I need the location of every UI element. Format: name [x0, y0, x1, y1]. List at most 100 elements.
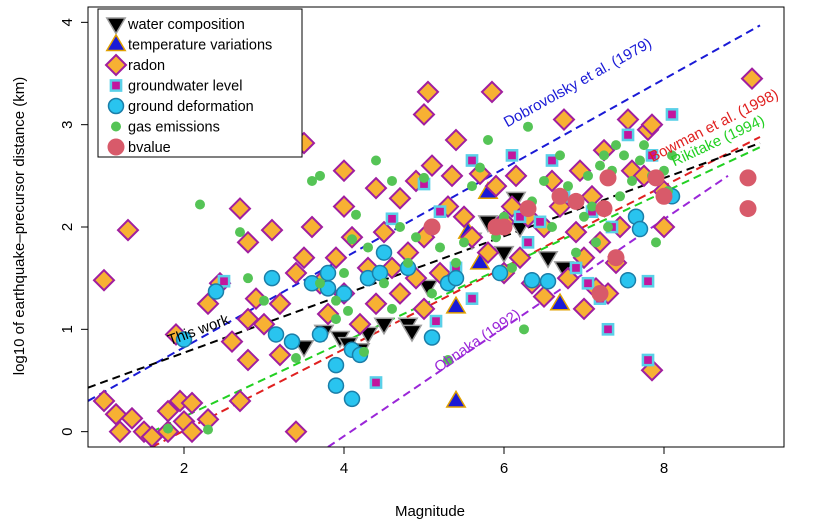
point-groundwater-level	[641, 274, 655, 288]
point-groundwater-level	[641, 353, 655, 367]
point-radon	[292, 246, 316, 270]
point-radon	[616, 108, 640, 131]
point-radon	[236, 348, 260, 372]
point-ground-deformation	[631, 220, 649, 238]
legend-item-bvalue: bvalue	[107, 138, 171, 156]
point-radon	[412, 103, 436, 126]
point-radon	[532, 285, 556, 308]
y-tick-label: 1	[59, 325, 76, 333]
fit-line-bowman-et-al-1998	[151, 136, 761, 447]
y-axis: 0 1 2 3 4	[59, 18, 88, 436]
point-temperature-variations	[445, 295, 467, 314]
point-water-composition	[417, 279, 439, 298]
point-radon	[504, 164, 528, 188]
point-temperature-variations	[549, 292, 571, 311]
legend-item-temperature-variations: temperature variations	[105, 33, 272, 54]
legend-marker-temperature-variations	[105, 33, 127, 52]
point-gas-emissions	[667, 150, 677, 161]
x-tick-label: 4	[340, 460, 348, 477]
point-gas-emissions	[611, 140, 621, 151]
point-ground-deformation	[319, 264, 337, 282]
point-gas-emissions	[419, 172, 429, 183]
point-radon	[468, 162, 492, 186]
legend-label-bvalue: bvalue	[128, 140, 171, 156]
point-bvalue	[599, 169, 617, 187]
point-groundwater-level	[217, 274, 231, 288]
point-ground-deformation	[327, 356, 345, 374]
point-radon	[180, 420, 204, 444]
y-tick-label: 0	[59, 427, 76, 435]
point-gas-emissions	[359, 346, 369, 357]
point-gas-emissions	[519, 324, 529, 335]
point-ground-deformation	[267, 326, 285, 343]
line-label-ohnaka-1992: Ohnaka (1992)	[431, 306, 523, 376]
point-gas-emissions	[203, 424, 213, 435]
point-ground-deformation	[423, 329, 441, 346]
x-tick-label: 2	[180, 460, 188, 477]
point-radon	[228, 389, 252, 413]
point-ground-deformation	[283, 333, 301, 350]
point-radon	[552, 108, 576, 131]
point-gas-emissions	[339, 268, 349, 279]
point-gas-emissions	[351, 209, 361, 220]
point-gas-emissions	[315, 170, 325, 181]
data-points	[92, 67, 764, 447]
series-bvalue	[423, 169, 757, 303]
y-tick-label: 2	[59, 223, 76, 231]
point-radon	[416, 80, 440, 104]
point-groundwater-level	[665, 108, 679, 121]
point-radon	[564, 220, 588, 244]
legend-item-radon: radon	[104, 53, 165, 77]
point-ground-deformation	[175, 331, 193, 348]
point-gas-emissions	[331, 314, 341, 325]
point-gas-emissions	[507, 262, 517, 273]
legend-label-radon: radon	[128, 58, 165, 74]
point-radon	[156, 399, 180, 423]
point-gas-emissions	[599, 150, 609, 161]
point-bvalue	[423, 218, 441, 236]
point-radon	[220, 330, 244, 354]
point-ground-deformation	[207, 283, 225, 300]
legend-label-temperature-variations: temperature variations	[128, 38, 272, 54]
point-gas-emissions	[591, 237, 601, 248]
point-radon	[484, 174, 508, 198]
point-gas-emissions	[379, 278, 389, 289]
point-ground-deformation	[263, 269, 281, 287]
point-gas-emissions	[547, 222, 557, 232]
point-gas-emissions	[595, 160, 605, 171]
point-groundwater-level	[569, 261, 583, 275]
point-groundwater-level	[521, 235, 535, 249]
point-bvalue	[739, 200, 757, 218]
point-gas-emissions	[347, 234, 357, 245]
point-gas-emissions	[579, 211, 589, 222]
point-gas-emissions	[459, 237, 469, 248]
point-gas-emissions	[403, 257, 413, 268]
point-bvalue	[519, 200, 537, 218]
point-groundwater-level	[581, 276, 595, 290]
point-bvalue	[567, 192, 585, 210]
point-radon	[452, 205, 476, 229]
point-radon	[228, 197, 252, 220]
point-radon	[476, 241, 500, 264]
point-gas-emissions	[363, 242, 373, 253]
point-gas-emissions	[195, 199, 205, 210]
point-gas-emissions	[411, 232, 421, 243]
x-tick-label: 8	[660, 460, 668, 477]
point-groundwater-level	[601, 322, 615, 336]
point-radon	[508, 246, 532, 270]
point-gas-emissions	[571, 247, 581, 258]
point-radon	[180, 391, 204, 415]
point-bvalue	[591, 285, 609, 303]
legend-item-groundwater-level: groundwater level	[109, 79, 242, 95]
point-groundwater-level	[369, 376, 383, 389]
y-tick-label: 3	[59, 121, 76, 129]
fit-line-ohnaka-1992	[327, 175, 729, 447]
point-gas-emissions	[343, 305, 353, 316]
point-radon	[300, 215, 324, 239]
point-ground-deformation	[311, 326, 329, 343]
point-gas-emissions	[427, 288, 437, 299]
point-ground-deformation	[491, 264, 509, 282]
point-radon	[740, 67, 764, 91]
point-gas-emissions	[163, 423, 173, 434]
point-gas-emissions	[315, 278, 325, 289]
